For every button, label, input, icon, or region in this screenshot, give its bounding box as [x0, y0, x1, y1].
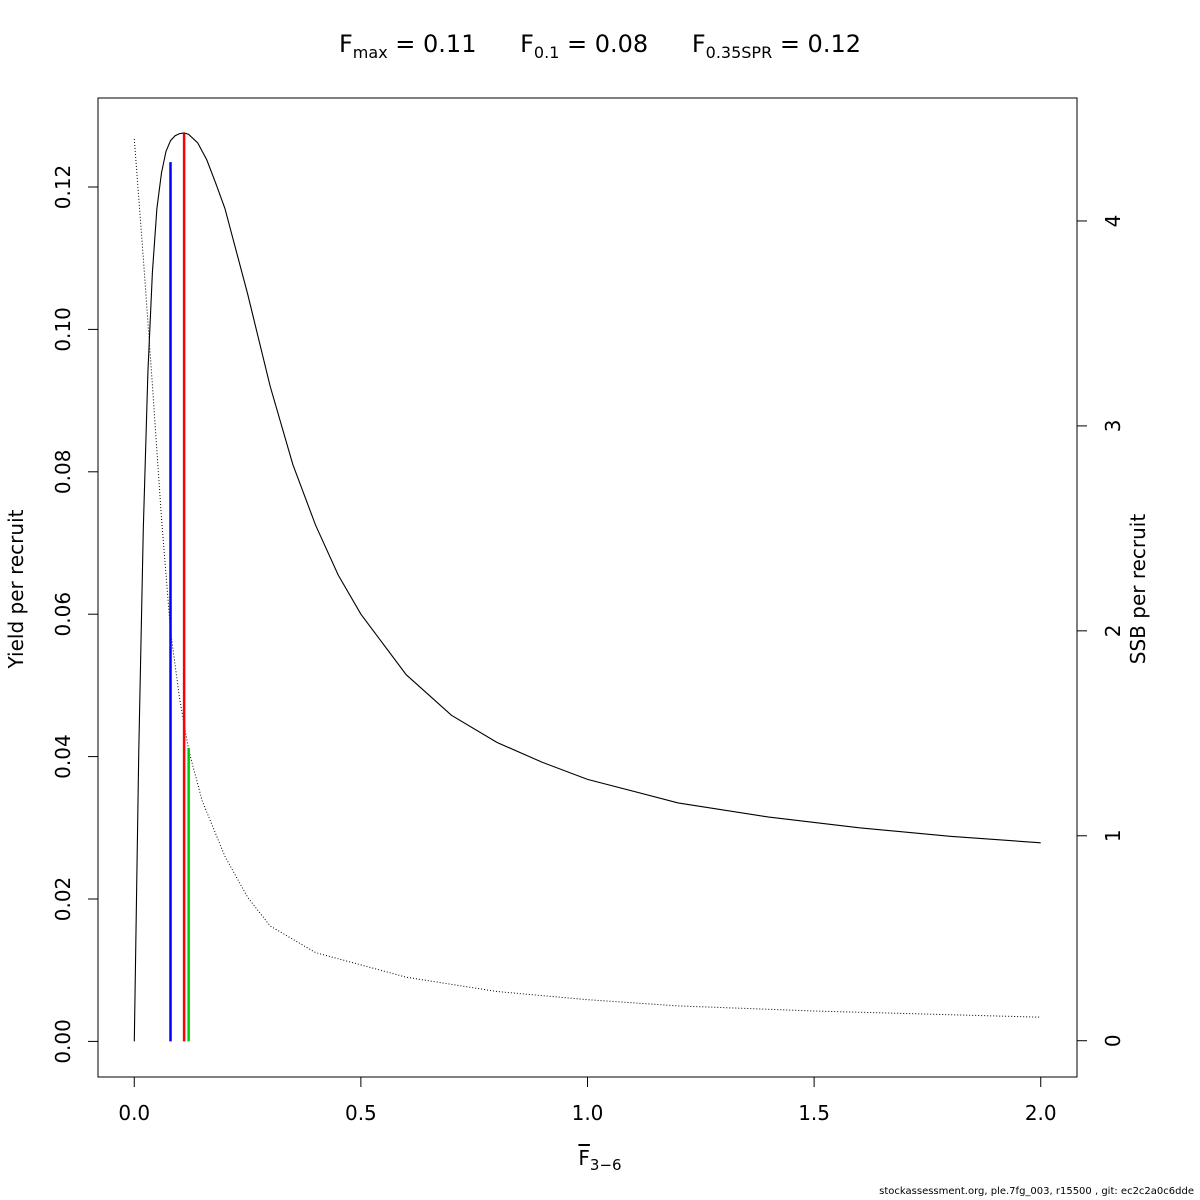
yield-per-recruit-line	[133, 132, 1041, 1042]
y-right-tick-label: 0	[1101, 1034, 1125, 1047]
y-right-tick-label: 2	[1101, 624, 1125, 637]
y-right-tick-label: 1	[1101, 829, 1125, 842]
y-left-tick-label: 0.08	[51, 450, 75, 495]
y-left-tick-label: 0.12	[51, 165, 75, 210]
ssb-per-recruit-line	[133, 138, 1041, 1018]
plot-frame	[97, 97, 1078, 1078]
y-left-tick-label: 0.00	[51, 1019, 75, 1064]
title-f01: F0.1 = 0.08	[520, 30, 649, 62]
footer-source: stockassessment.org, ple.7fg_003, r15500…	[879, 1186, 1194, 1197]
y-left-tick-label: 0.06	[51, 592, 75, 637]
title-f035spr: F0.35SPR = 0.12	[691, 30, 861, 62]
x-axis-label: F3−6	[578, 1146, 622, 1174]
x-tick-label: 2.0	[1025, 1101, 1057, 1125]
x-tick-label: 0.0	[118, 1101, 150, 1125]
y-axis-label-right: SSB per recruit	[1126, 513, 1150, 665]
x-tick-label: 0.5	[345, 1101, 377, 1125]
y-axis-label-left: Yield per recruit	[4, 509, 28, 669]
y-right-tick-label: 3	[1101, 420, 1125, 433]
chart-title: Fmax = 0.11 F0.1 = 0.08 F0.35SPR = 0.12	[0, 30, 1200, 62]
y-left-tick-label: 0.02	[51, 877, 75, 922]
x-tick-label: 1.0	[572, 1101, 604, 1125]
x-tick-label: 1.5	[798, 1101, 830, 1125]
y-left-tick-label: 0.10	[51, 307, 75, 352]
y-left-tick-label: 0.04	[51, 734, 75, 779]
title-fmax: Fmax = 0.11	[338, 30, 477, 62]
y-right-tick-label: 4	[1101, 215, 1125, 228]
